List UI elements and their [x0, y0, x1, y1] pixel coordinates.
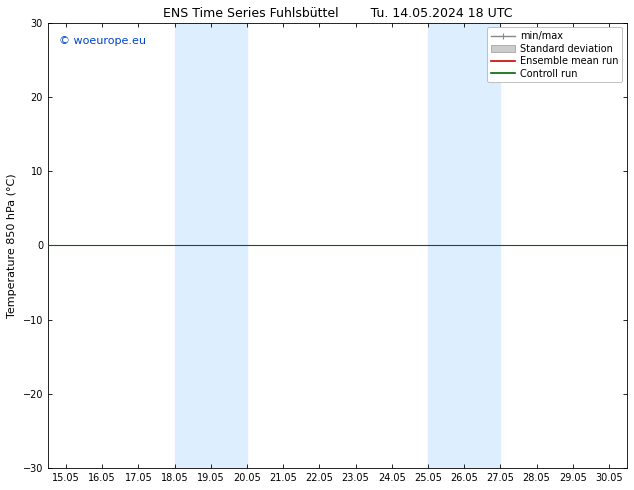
Y-axis label: Temperature 850 hPa (°C): Temperature 850 hPa (°C) — [7, 173, 17, 318]
Bar — [174, 23, 247, 468]
Bar — [428, 23, 500, 468]
Legend: min/max, Standard deviation, Ensemble mean run, Controll run: min/max, Standard deviation, Ensemble me… — [487, 27, 622, 82]
Title: ENS Time Series Fuhlsbüttel        Tu. 14.05.2024 18 UTC: ENS Time Series Fuhlsbüttel Tu. 14.05.20… — [163, 7, 512, 20]
Text: © woeurope.eu: © woeurope.eu — [60, 36, 146, 46]
